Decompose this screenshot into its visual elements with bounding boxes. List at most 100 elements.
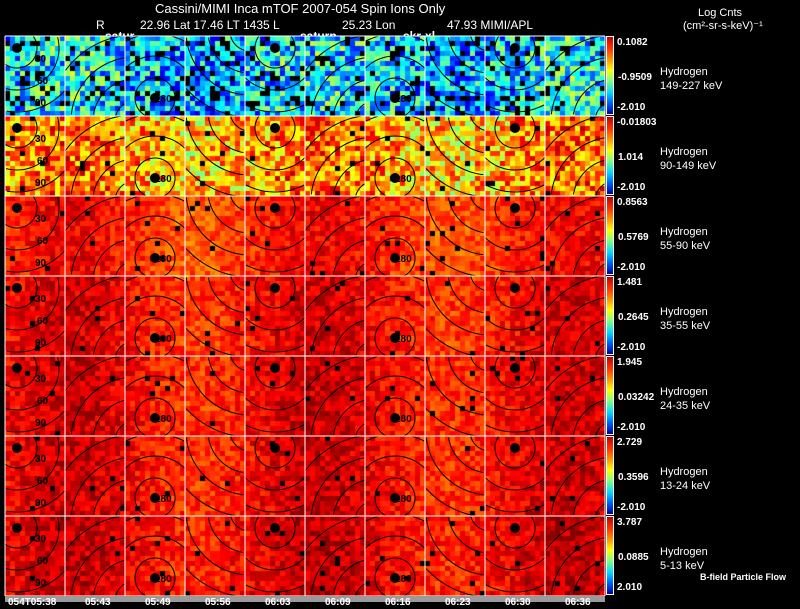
sky-map-cell <box>244 195 306 273</box>
sky-map-cell: 30 60 90 <box>4 115 65 193</box>
row-species: Hydrogen <box>660 306 708 318</box>
sky-map-cell: 180 <box>364 275 426 357</box>
contour-line <box>310 137 366 195</box>
contour-line <box>124 55 186 69</box>
sky-map-cell <box>65 515 126 596</box>
contour-line <box>65 275 122 311</box>
contour-line <box>485 344 545 353</box>
contour-line <box>333 159 365 195</box>
contour-line <box>365 435 425 442</box>
sky-map-cell <box>305 355 366 436</box>
pole-marker <box>150 333 160 343</box>
contour-label: 180 <box>155 254 172 265</box>
colorbar <box>606 276 614 355</box>
contour-line <box>6 170 65 193</box>
colorbar-max: 3.787 <box>617 517 643 528</box>
contour-line <box>573 399 605 435</box>
pole-marker <box>150 413 160 423</box>
contour-line <box>5 116 60 171</box>
contour-line <box>124 455 186 469</box>
x-tick-label: 054T05:38 <box>8 597 57 608</box>
sky-map-cell <box>425 116 485 197</box>
contour-line <box>124 215 186 229</box>
pole-marker <box>510 523 520 533</box>
pole-marker <box>270 203 280 213</box>
sky-map-cell: 30 60 90 <box>4 515 65 593</box>
contour-line <box>134 477 176 517</box>
contour-label: 180 <box>395 94 412 105</box>
contour-line <box>305 355 362 391</box>
row-species: Hydrogen <box>660 66 708 78</box>
sky-map-cell <box>484 275 546 353</box>
sky-map-cell <box>484 35 546 113</box>
contour-line <box>115 503 126 516</box>
contour-line <box>550 217 606 275</box>
colorbar-min: 2.010 <box>617 582 643 593</box>
contour-label: 60 <box>37 76 49 87</box>
contour-line <box>208 197 244 233</box>
colorbar-min: -2.010 <box>617 182 646 193</box>
x-tick-label: 06:03 <box>265 597 291 608</box>
x-tick-label: 06:16 <box>385 597 411 608</box>
time-bar <box>5 596 605 602</box>
contour-line <box>448 37 484 73</box>
contour-line <box>245 264 305 273</box>
sky-map-cell <box>425 436 485 517</box>
contour-line <box>494 115 536 149</box>
sky-map-cell <box>545 435 606 516</box>
contour-line <box>230 36 245 51</box>
pole-marker <box>510 283 520 293</box>
contour-line <box>485 264 545 273</box>
colorbar-mid: 0.03242 <box>618 392 655 403</box>
contour-line <box>310 57 366 115</box>
contour-line <box>244 77 306 91</box>
pole-marker <box>12 283 22 293</box>
r-label: R <box>96 18 105 32</box>
contour-line <box>254 355 296 389</box>
pole-marker <box>12 443 22 453</box>
contour-line <box>134 557 176 597</box>
contour-line <box>494 515 536 549</box>
colorbar-max: 1.945 <box>617 357 643 368</box>
contour-line <box>65 195 122 231</box>
contour-label: 30 <box>35 134 47 145</box>
pole-marker <box>12 203 22 213</box>
contour-line <box>245 104 305 113</box>
contour-line <box>545 115 602 151</box>
contour-line <box>254 195 296 229</box>
pole-marker <box>270 283 280 293</box>
contour-label: 180 <box>395 334 412 345</box>
colorbar <box>606 196 614 275</box>
x-tick-label: 05:43 <box>85 597 111 608</box>
contour-line <box>185 197 244 256</box>
contour-line <box>333 239 365 275</box>
contour-line <box>244 237 306 251</box>
contour-line <box>365 355 425 362</box>
contour-line <box>365 275 425 282</box>
sky-map-cell <box>545 115 606 196</box>
sky-map-cell <box>484 515 546 593</box>
sky-map-cell: 30 60 90 <box>4 355 65 433</box>
row-energy: 35-55 keV <box>660 320 711 332</box>
contour-line <box>6 410 65 433</box>
row-species: Hydrogen <box>660 546 708 558</box>
contour-line <box>70 57 126 115</box>
contour-label: 180 <box>395 174 412 185</box>
contour-line <box>125 195 185 202</box>
colorbar-min: -2.010 <box>617 342 646 353</box>
contour-line <box>6 90 65 113</box>
pole-marker <box>12 43 22 53</box>
contour-line <box>254 275 296 309</box>
colorbar <box>606 516 614 595</box>
contour-line <box>134 397 176 437</box>
sky-map-cell: 180 <box>124 355 186 437</box>
contour-line <box>355 583 366 596</box>
contour-line <box>470 356 485 371</box>
contour-line <box>134 77 176 117</box>
contour-line <box>208 117 244 153</box>
contour-label: 90 <box>35 178 47 189</box>
contour-line <box>448 357 484 393</box>
contour-line <box>254 115 296 149</box>
plot-title: Cassini/MIMI Inca mTOF 2007-054 Spin Ion… <box>155 1 446 16</box>
pole-marker <box>510 363 520 373</box>
